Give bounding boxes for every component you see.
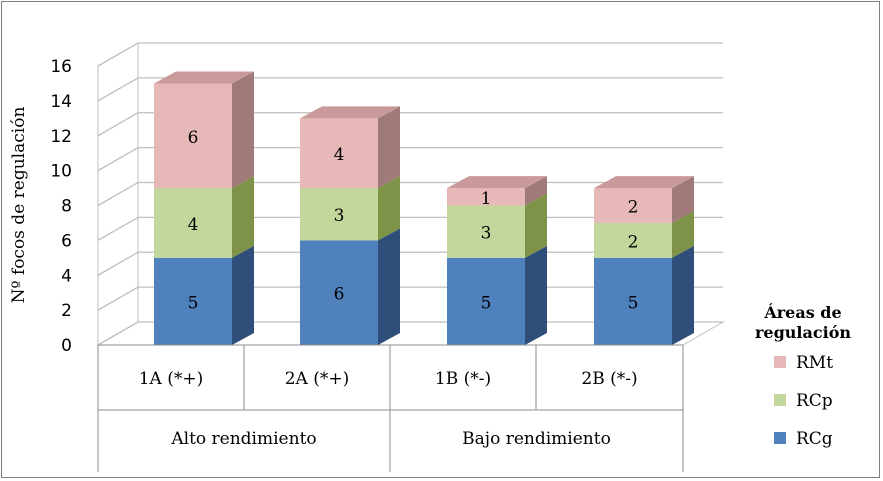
bar-top-RMt-2 — [300, 106, 400, 119]
bar-RCg-1 — [154, 257, 232, 345]
gridline-16 — [97, 42, 723, 67]
bar-side-RCp-3 — [525, 193, 547, 258]
data-label-RCg-3: 5 — [481, 293, 492, 313]
bar-top-RMt-4 — [594, 176, 694, 189]
bar-side-RCg-2 — [378, 228, 400, 345]
bar-top-RMt-3 — [447, 176, 547, 189]
bar-RCp-3 — [447, 205, 525, 258]
bar-side-RMt-3 — [525, 176, 547, 206]
legend-label-RMt: RMt — [796, 353, 833, 373]
y-tick-label-6: 6 — [61, 231, 72, 251]
data-label-RCp-1: 4 — [188, 215, 199, 235]
bar-side-RCp-2 — [378, 176, 400, 241]
legend-swatch-RCp — [774, 394, 786, 406]
bar-side-RCp-4 — [672, 210, 694, 258]
category-table: 1A (*+) 2A (*+) 1B (*-) 2B (*-) Alto rendimi… — [97, 344, 684, 472]
bar-side-RMt-2 — [378, 106, 400, 189]
data-label-RCg-2: 6 — [334, 285, 345, 305]
category-label-4: 2B (*-) — [581, 369, 637, 389]
data-label-RCg-4: 5 — [628, 293, 639, 313]
legend-title-line-1: Áreas de — [763, 302, 841, 322]
group-label-2: Bajo rendimiento — [462, 429, 611, 449]
legend-label-RCp: RCp — [796, 391, 833, 411]
y-axis-title: Nº focos de regulación — [9, 107, 29, 304]
bar-RMt-4 — [594, 188, 672, 223]
bar-top-RMt-1 — [154, 71, 254, 84]
bar-stack-4: 5 2 2 — [594, 176, 694, 345]
bar-RCg-4 — [594, 257, 672, 345]
data-label-RCp-2: 3 — [334, 206, 345, 226]
data-label-RCp-4: 2 — [628, 232, 639, 252]
bar-side-RCg-4 — [672, 245, 694, 345]
bar-side-RCg-3 — [525, 245, 547, 345]
bar-RMt-1 — [154, 83, 232, 189]
data-label-RMt-1: 6 — [188, 128, 199, 148]
bar-RCp-1 — [154, 188, 232, 258]
legend-title-line-2: regulación — [755, 323, 851, 342]
bar-RMt-2 — [300, 118, 378, 189]
bar-RCg-2 — [300, 240, 378, 345]
y-tick-label-12: 12 — [50, 127, 72, 147]
data-label-RMt-2: 4 — [334, 145, 345, 165]
bar-RCp-2 — [300, 188, 378, 241]
data-label-RMt-3: 1 — [481, 189, 492, 209]
gridline-12 — [97, 112, 723, 137]
bar-side-RCp-1 — [232, 176, 254, 258]
y-tick-label-0: 0 — [61, 336, 72, 356]
y-axis-ticks: 0 2 4 6 8 10 12 14 16 — [50, 57, 72, 356]
data-label-RCp-3: 3 — [481, 224, 492, 244]
legend: Áreas de regulación RMt RCp RCg — [755, 302, 851, 449]
y-tick-label-14: 14 — [50, 92, 72, 112]
bars: 5 4 6 6 3 4 5 3 1 5 2 2 — [154, 71, 694, 345]
y-tick-label-4: 4 — [61, 266, 72, 286]
legend-swatch-RCg — [774, 432, 786, 444]
bar-side-RMt-4 — [672, 176, 694, 223]
data-label-RCg-1: 5 — [188, 293, 199, 313]
bar-RMt-3 — [447, 188, 525, 206]
group-label-1: Alto rendimiento — [170, 429, 316, 449]
legend-label-RCg: RCg — [796, 429, 833, 449]
data-label-RMt-4: 2 — [628, 198, 639, 218]
y-tick-label-2: 2 — [61, 301, 72, 321]
bar-RCg-3 — [447, 257, 525, 345]
category-label-3: 1B (*-) — [435, 369, 491, 389]
legend-swatch-RMt — [774, 356, 786, 368]
gridline-10 — [97, 146, 723, 172]
bar-RCp-4 — [594, 222, 672, 258]
category-label-2: 2A (*+) — [285, 369, 350, 389]
y-tick-label-8: 8 — [61, 197, 72, 217]
bar-side-RMt-1 — [232, 71, 254, 189]
y-tick-label-16: 16 — [50, 57, 72, 77]
bar-stack-2: 6 3 4 — [300, 106, 400, 345]
bar-side-RCg-1 — [232, 245, 254, 345]
category-label-1: 1A (*+) — [139, 369, 204, 389]
bar-stack-3: 5 3 1 — [447, 176, 547, 345]
y-tick-label-10: 10 — [50, 162, 72, 182]
bar-stack-1: 5 4 6 — [154, 71, 254, 345]
gridline-14 — [97, 77, 723, 102]
